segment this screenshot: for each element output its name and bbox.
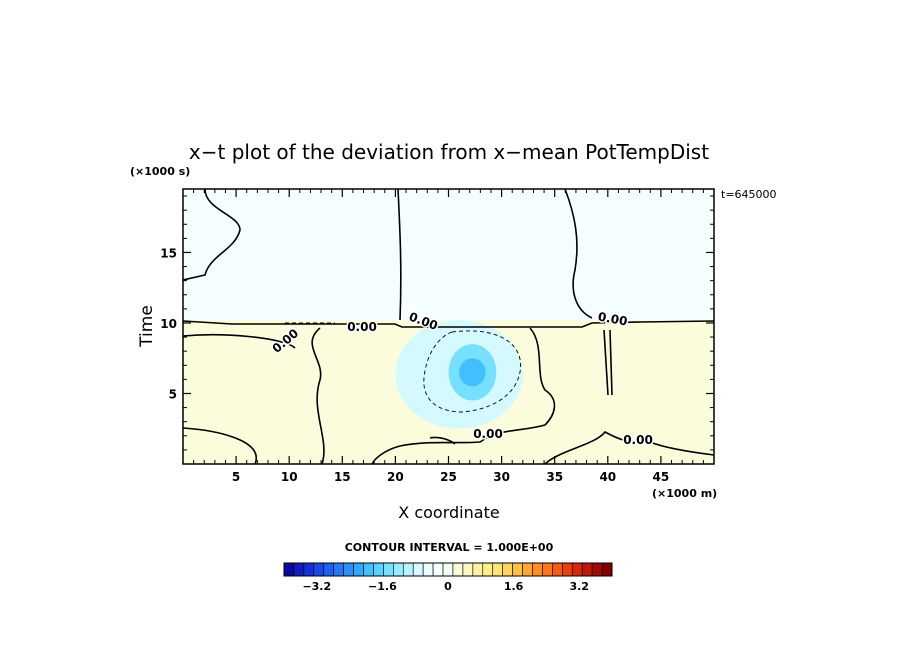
contour-zero-line	[429, 436, 456, 445]
colorbar: −3.2 −1.6 0 1.6 3.2	[283, 562, 613, 593]
colorbar-swatch	[393, 562, 404, 577]
contour-label: 0.00	[597, 310, 629, 329]
negative-contour-lines	[285, 322, 522, 413]
colorbar-tick-label: 1.6	[504, 580, 524, 593]
colorbar-swatch	[432, 562, 444, 577]
colorbar-swatch	[373, 562, 384, 577]
colorbar-swatch	[343, 562, 354, 577]
colorbar-swatch	[402, 562, 414, 577]
colorbar-swatch	[512, 562, 523, 577]
x-tick-label: 15	[334, 470, 351, 484]
colorbar-swatch	[601, 562, 613, 577]
colorbar-swatch	[571, 562, 583, 577]
field-cell	[183, 189, 714, 321]
contour-label: 0.00	[473, 427, 503, 441]
x-tick-label: 20	[387, 470, 404, 484]
field-cell	[459, 358, 486, 387]
x-tick-label: 25	[440, 470, 457, 484]
colorbar-swatch	[581, 562, 593, 577]
y-tick-label: 15	[160, 246, 177, 260]
colorbar-swatch	[412, 562, 424, 577]
colorbar-swatch	[303, 562, 315, 577]
contour-interval-text: CONTOUR INTERVAL = 1.000E+00	[345, 541, 554, 554]
colorbar-swatch	[313, 562, 325, 577]
colorbar-swatch	[472, 562, 484, 577]
colorbar-swatch	[552, 562, 563, 577]
colorbar-swatch	[492, 562, 503, 577]
colorbar-swatch	[452, 562, 464, 577]
contour-zero-line	[183, 189, 241, 281]
x-tick-label: 30	[493, 470, 510, 484]
colorbar-tick-label: 0	[444, 580, 452, 593]
x-axis-ticks: 5 10 15 20 25 30 35 40 45	[193, 189, 704, 484]
colorbar-swatch	[591, 562, 603, 577]
colorbar-swatch	[562, 562, 573, 577]
x-axis-label: X coordinate	[398, 503, 499, 522]
contour-zero-line	[564, 189, 593, 319]
heatmap-field	[183, 189, 714, 464]
contour-zero-line	[183, 320, 714, 328]
y-tick-label: 5	[169, 387, 177, 401]
colorbar-swatch	[532, 562, 543, 577]
contour-zero-line	[371, 327, 556, 464]
colorbar-tick-label: −1.6	[368, 580, 397, 593]
colorbar-swatch	[442, 562, 454, 577]
colorbar-swatch	[353, 562, 364, 577]
contour-zero-line	[311, 327, 325, 464]
y-axis-ticks: 5 10 15	[160, 195, 714, 451]
x-tick-label: 45	[653, 470, 670, 484]
contour-negative-line	[423, 330, 522, 413]
chart-title: x−t plot of the deviation from x−mean Po…	[189, 140, 709, 164]
colorbar-swatch	[323, 562, 334, 577]
contour-lines	[183, 189, 714, 464]
contour-zero-line	[183, 333, 296, 349]
x-unit-label: (×1000 m)	[652, 487, 717, 500]
colorbar-swatch	[502, 562, 513, 577]
contour-zero-line	[183, 427, 258, 464]
colorbar-swatch	[283, 562, 295, 577]
colorbar-swatch	[482, 562, 494, 577]
colorbar-swatch	[542, 562, 553, 577]
colorbar-swatch	[383, 562, 394, 577]
colorbar-swatch	[333, 562, 344, 577]
x-tick-label: 35	[546, 470, 563, 484]
y-tick-label: 10	[160, 317, 177, 331]
colorbar-swatch	[363, 562, 374, 577]
contour-label: 0.00	[623, 433, 653, 447]
contour-zero-line	[397, 189, 402, 321]
x-tick-label: 40	[599, 470, 616, 484]
x-tick-label: 10	[281, 470, 298, 484]
y-unit-label: (×1000 s)	[130, 165, 190, 178]
colorbar-swatch	[522, 562, 533, 577]
colorbar-tick-label: 3.2	[569, 580, 589, 593]
time-stamp: t=645000	[721, 188, 777, 201]
colorbar-swatch	[462, 562, 474, 577]
x-tick-label: 5	[232, 470, 240, 484]
colorbar-swatch	[422, 562, 434, 577]
y-axis-label: Time	[137, 305, 157, 348]
contour-label: 0.00	[347, 320, 377, 334]
colorbar-frame	[283, 562, 613, 577]
contour-zero-line	[603, 329, 613, 396]
contour-zero-line	[544, 430, 714, 464]
colorbar-tick-label: −3.2	[302, 580, 331, 593]
colorbar-swatch	[293, 562, 305, 577]
